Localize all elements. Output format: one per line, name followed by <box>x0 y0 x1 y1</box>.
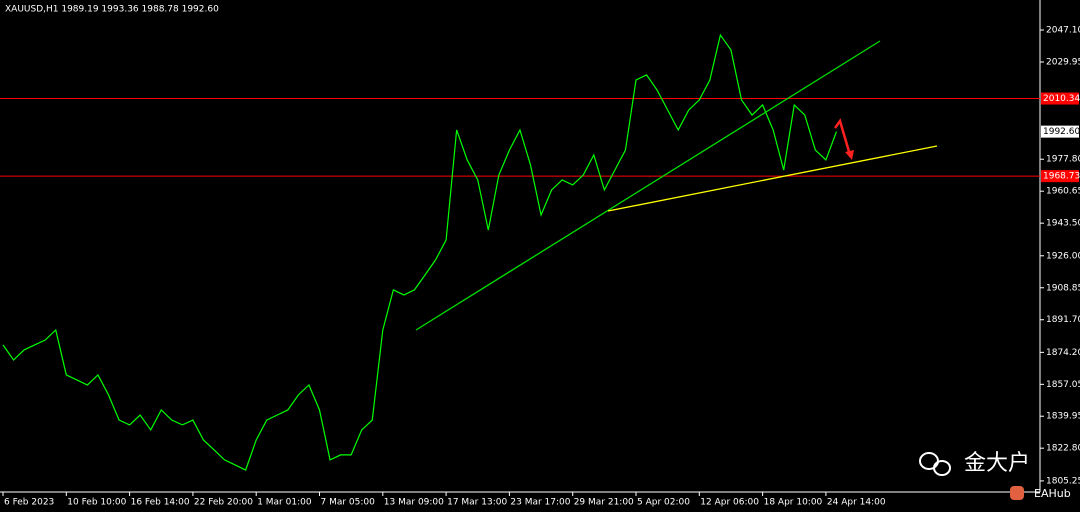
y-tick-label: 1891.70 <box>1046 315 1080 325</box>
chart-title: XAUUSD,H1 1989.19 1993.36 1988.78 1992.6… <box>5 5 219 15</box>
y-tick-label: 1943.50 <box>1046 219 1080 229</box>
y-tick-label: 1839.95 <box>1046 412 1080 422</box>
x-tick-label: 13 Mar 09:00 <box>384 498 444 508</box>
watermark-icon <box>919 452 951 476</box>
x-tick-label: 5 Apr 02:00 <box>637 498 690 508</box>
price-label: 1968.73 <box>1043 172 1080 182</box>
price-label: 2010.34 <box>1043 94 1080 104</box>
x-tick-label: 16 Feb 14:00 <box>131 498 190 508</box>
y-tick-label: 1960.65 <box>1046 187 1080 197</box>
trend-line <box>415 40 881 331</box>
trend-line <box>607 145 938 212</box>
x-tick-label: 6 Feb 2023 <box>4 498 54 508</box>
arrow-head <box>845 150 854 160</box>
x-tick-label: 18 Apr 10:00 <box>764 498 823 508</box>
y-tick-label: 2029.95 <box>1046 57 1080 67</box>
y-tick-label: 1908.85 <box>1046 283 1080 293</box>
x-tick-label: 29 Mar 21:00 <box>574 498 634 508</box>
watermark: 金大户 <box>964 451 1030 476</box>
y-tick-label: 1977.80 <box>1046 155 1080 165</box>
x-tick-label: 24 Apr 14:00 <box>827 498 886 508</box>
y-tick-label: 1805.25 <box>1046 476 1080 486</box>
y-tick-label: 1822.80 <box>1046 444 1080 454</box>
price-line-series <box>2 33 838 471</box>
price-label-bg <box>1041 170 1079 183</box>
x-tick-label: 10 Feb 10:00 <box>67 498 126 508</box>
current-price-bg <box>1041 125 1079 138</box>
y-tick-label: 2047.10 <box>1046 26 1080 36</box>
plot: 2047.10 2029.95 1977.80 1960.65 1943.50 1926.… <box>0 26 1080 508</box>
y-tick-label: 1857.05 <box>1046 380 1080 390</box>
x-tick-label: 1 Mar 01:00 <box>257 498 312 508</box>
badge-icon <box>1010 486 1024 500</box>
current-price-label: 1992.60 <box>1043 127 1080 137</box>
x-tick-label: 22 Feb 20:00 <box>194 498 253 508</box>
x-tick-label: 23 Mar 17:00 <box>510 498 570 508</box>
price-label-bg <box>1041 92 1079 105</box>
x-tick-label: 17 Mar 13:00 <box>447 498 507 508</box>
y-tick-label: 1926.00 <box>1046 251 1080 261</box>
arrow <box>833 118 852 156</box>
x-tick-label: 7 Mar 05:00 <box>321 498 376 508</box>
y-tick-label: 1874.20 <box>1046 348 1080 358</box>
badge: EAHub <box>1034 487 1071 500</box>
x-tick-label: 12 Apr 06:00 <box>700 498 759 508</box>
